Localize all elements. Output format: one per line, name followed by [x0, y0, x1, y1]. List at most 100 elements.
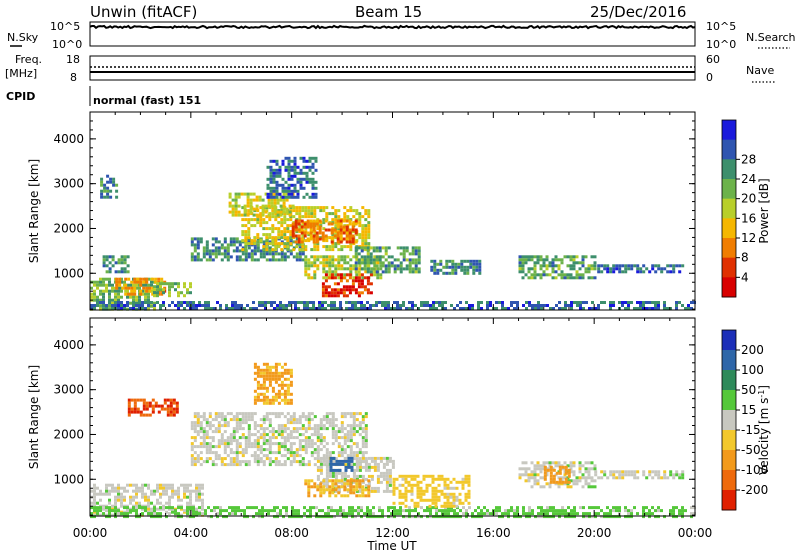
- heatmap-cell: [316, 485, 320, 489]
- heatmap-cell: [591, 515, 594, 519]
- heatmap-cell: [342, 291, 346, 295]
- heatmap-cell: [419, 498, 423, 502]
- heatmap-cell: [266, 177, 270, 181]
- heatmap-cell: [286, 392, 290, 396]
- heatmap-cell: [214, 237, 218, 241]
- heatmap-cell: [579, 506, 582, 510]
- heatmap-cell: [422, 477, 426, 481]
- heatmap-cell: [384, 246, 388, 250]
- heatmap-cell: [272, 195, 276, 199]
- heatmap-cell: [408, 258, 412, 262]
- heatmap-cell: [286, 377, 290, 381]
- heatmap-cell: [305, 174, 309, 178]
- heatmap-cell: [388, 480, 392, 484]
- heatmap-cell: [284, 180, 288, 184]
- heatmap-cell: [168, 294, 171, 298]
- heatmap-cell: [168, 291, 171, 295]
- heatmap-cell: [563, 273, 567, 277]
- heatmap-cell: [201, 504, 204, 508]
- heatmap-cell: [290, 195, 294, 199]
- heatmap-cell: [354, 249, 358, 253]
- heatmap-cell: [330, 307, 333, 310]
- heatmap-cell: [111, 258, 115, 262]
- heatmap-cell: [328, 212, 332, 216]
- heatmap-cell: [217, 415, 221, 419]
- heatmap-cell: [654, 264, 658, 268]
- heatmap-cell: [349, 415, 353, 419]
- heatmap-cell: [228, 192, 232, 196]
- heatmap-cell: [217, 421, 221, 425]
- heatmap-cell: [381, 261, 385, 265]
- heatmap-cell: [351, 234, 355, 238]
- heatmap-cell: [290, 159, 294, 163]
- heatmap-cell: [286, 245, 290, 249]
- heatmap-cell: [286, 421, 290, 425]
- heatmap-cell: [539, 258, 543, 262]
- heatmap-cell: [234, 192, 238, 196]
- heatmap-cell: [126, 506, 129, 510]
- heatmap-cell: [249, 307, 252, 310]
- heatmap-cell: [417, 515, 420, 519]
- heatmap-cell: [256, 424, 260, 428]
- heatmap-cell: [430, 268, 434, 272]
- heatmap-cell: [309, 225, 313, 229]
- heatmap-cell: [364, 433, 368, 437]
- heatmap-cell: [265, 374, 269, 378]
- heatmap-cell: [168, 501, 171, 505]
- heatmap-cell: [234, 301, 237, 304]
- heatmap-cell: [156, 301, 159, 304]
- nave-tick-top: 60: [706, 53, 720, 66]
- heatmap-cell: [295, 427, 299, 431]
- heatmap-cell: [345, 294, 349, 298]
- heatmap-cell: [283, 442, 287, 446]
- heatmap-cell: [274, 236, 278, 240]
- heatmap-cell: [247, 439, 251, 443]
- heatmap-cell: [241, 415, 245, 419]
- heatmap-cell: [672, 515, 675, 519]
- heatmap-cell: [417, 258, 421, 262]
- heatmap-cell: [223, 415, 227, 419]
- heatmap-cell: [584, 476, 588, 480]
- heatmap-cell: [480, 301, 483, 304]
- heatmap-cell: [349, 479, 353, 483]
- heatmap-cell: [247, 445, 251, 449]
- heatmap-cell: [363, 261, 367, 265]
- heatmap-cell: [477, 304, 480, 307]
- heatmap-cell: [177, 495, 180, 499]
- heatmap-cell: [367, 230, 371, 234]
- heatmap-cell: [288, 304, 291, 307]
- heatmap-cell: [141, 483, 144, 487]
- heatmap-cell: [624, 473, 628, 477]
- heatmap-cell: [428, 474, 432, 478]
- heatmap-cell: [237, 509, 240, 513]
- heatmap-cell: [189, 492, 192, 496]
- heatmap-cell: [570, 512, 573, 516]
- heatmap-cell: [375, 246, 379, 250]
- heatmap-cell: [275, 171, 279, 175]
- heatmap-cell: [331, 233, 335, 237]
- heatmap-cell: [172, 407, 176, 411]
- heatmap-cell: [223, 255, 227, 259]
- heatmap-cell: [352, 424, 356, 428]
- heatmap-cell: [231, 301, 234, 304]
- heatmap-cell: [657, 506, 660, 510]
- heatmap-cell: [624, 264, 628, 268]
- heatmap-cell: [256, 460, 260, 464]
- heatmap-cell: [524, 470, 528, 474]
- heatmap-cell: [141, 292, 144, 296]
- heatmap-cell: [540, 512, 543, 516]
- heatmap-cell: [549, 465, 553, 469]
- heatmap-cell: [313, 230, 317, 234]
- heatmap-cell: [436, 271, 440, 275]
- heatmap-cell: [648, 512, 651, 516]
- heatmap-cell: [262, 245, 266, 249]
- heatmap-cell: [252, 506, 255, 510]
- heatmap-cell: [328, 474, 332, 478]
- heatmap-cell: [93, 283, 96, 287]
- heatmap-cell: [352, 415, 356, 419]
- heatmap-cell: [346, 433, 350, 437]
- heatmap-cell: [265, 398, 269, 402]
- heatmap-cell: [271, 365, 275, 369]
- heatmap-cell: [232, 418, 236, 422]
- heatmap-cell: [355, 479, 359, 483]
